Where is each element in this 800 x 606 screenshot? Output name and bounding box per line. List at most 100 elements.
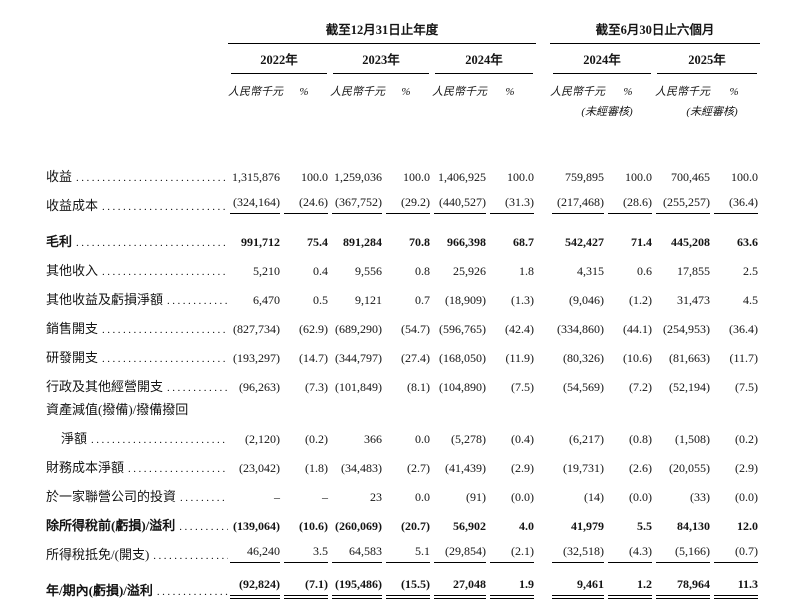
- value: (44.1): [623, 322, 653, 336]
- value: (52,194): [669, 380, 711, 394]
- amount-cell: (18,909): [432, 279, 488, 308]
- amount-cell: (20,055): [654, 447, 712, 476]
- value: (92,824): [239, 577, 280, 591]
- percent-cell: 0.6: [606, 250, 654, 279]
- amount-cell: (324,164): [228, 185, 282, 214]
- value: (7.5): [735, 380, 759, 394]
- value: (29.2): [401, 195, 430, 209]
- value: (7.3): [305, 380, 328, 394]
- table-row: 所得稅抵免/(開支) 46,240 3.5 64,583 5.1 (29,854) (2.1…: [46, 534, 760, 563]
- amount-cell: (81,663): [654, 337, 712, 366]
- amount-cell: 27,048: [432, 563, 488, 599]
- unit-header-row: 人民幣千元 % 人民幣千元 % 人民幣千元 % 人民幣千元 % 人民幣千元 %: [46, 74, 760, 100]
- value: (14.7): [299, 351, 328, 365]
- value: (96,263): [239, 380, 280, 394]
- row-label-cell: 財務成本淨額: [46, 447, 228, 476]
- amount-cell: 6,470: [228, 279, 282, 308]
- percent-label: %: [505, 86, 515, 98]
- percent-cell: (0.0): [712, 476, 760, 505]
- value: (260,069): [335, 519, 382, 533]
- percent-cell: 1.8: [488, 250, 536, 279]
- value: (32,518): [563, 544, 605, 558]
- value: 9,461: [577, 577, 605, 591]
- percent-cell: (0.2): [282, 418, 330, 447]
- group-gap: [536, 447, 550, 476]
- value: (139,064): [233, 519, 280, 533]
- row-label: 所得稅抵免/(開支): [46, 547, 150, 562]
- dot-leader: [98, 201, 228, 213]
- value: (255,257): [663, 195, 711, 209]
- percent-cell: (2.9): [712, 447, 760, 476]
- value: 4,315: [577, 264, 605, 278]
- value: 1.2: [637, 577, 653, 591]
- table-row: 收益 1,315,876 100.0 1,259,036 100.0 1,406,925 1…: [46, 156, 760, 185]
- group-gap: [536, 156, 550, 185]
- value: (14): [584, 490, 605, 504]
- value: 0.5: [313, 293, 328, 307]
- amount-cell: 445,208: [654, 214, 712, 250]
- group-gap: [536, 366, 550, 395]
- value: (6,217): [569, 432, 605, 446]
- value: (33): [690, 490, 711, 504]
- group-gap: [536, 534, 550, 563]
- value: (0.0): [629, 490, 653, 504]
- value: 56,902: [453, 519, 486, 533]
- group-gap: [536, 185, 550, 214]
- row-label-cell: 研發開支: [46, 337, 228, 366]
- percent-cell: 4.5: [712, 279, 760, 308]
- amount-cell: (367,752): [330, 185, 384, 214]
- value: (254,953): [663, 322, 711, 336]
- dot-leader: [153, 586, 228, 598]
- percent-cell: 70.8: [384, 214, 432, 250]
- value: 78,964: [677, 577, 711, 591]
- amount-cell: 4,315: [550, 250, 606, 279]
- value: 0.0: [415, 432, 430, 446]
- row-label: 其他收益及虧損淨額: [46, 292, 164, 307]
- percent-cell: 4.0: [488, 505, 536, 534]
- amount-cell: 991,712: [228, 214, 282, 250]
- unit-label: 人民幣千元: [655, 86, 711, 98]
- amount-cell: 56,902: [432, 505, 488, 534]
- value: –: [274, 490, 280, 504]
- value: 542,427: [565, 235, 605, 249]
- amount-cell: 966,398: [432, 214, 488, 250]
- value: (344,797): [335, 351, 382, 365]
- row-label: 於一家聯營公司的投資: [46, 489, 177, 504]
- percent-cell: (1.8): [282, 447, 330, 476]
- amount-cell: 84,130: [654, 505, 712, 534]
- percent-cell: (31.3): [488, 185, 536, 214]
- amount-cell: (9,046): [550, 279, 606, 308]
- value: 1,406,925: [438, 170, 486, 184]
- row-label-cell: 所得稅抵免/(開支): [46, 534, 228, 563]
- value: (193,297): [233, 351, 280, 365]
- value: 3.5: [313, 544, 328, 558]
- percent-cell: 75.4: [282, 214, 330, 250]
- percent-cell: (2.1): [488, 534, 536, 563]
- percent-cell: 11.3: [712, 563, 760, 599]
- amount-cell: (254,953): [654, 308, 712, 337]
- amount-cell: 64,583: [330, 534, 384, 563]
- amount-cell: (54,569): [550, 366, 606, 395]
- value: 4.0: [519, 519, 535, 533]
- group-gap: [536, 250, 550, 279]
- percent-cell: 5.1: [384, 534, 432, 563]
- value: (11.9): [505, 351, 535, 365]
- unaudited-note: (未經審核): [686, 106, 738, 118]
- amount-cell: (217,468): [550, 185, 606, 214]
- value: 100.0: [625, 170, 653, 184]
- percent-cell: (11.9): [488, 337, 536, 366]
- value: (2.1): [511, 544, 535, 558]
- amount-cell: (91): [432, 476, 488, 505]
- value: (689,290): [335, 322, 382, 336]
- value: (36.4): [729, 322, 759, 336]
- value: (2.7): [407, 461, 430, 475]
- value: (0.7): [735, 544, 759, 558]
- percent-cell: (2.6): [606, 447, 654, 476]
- unit-label: 人民幣千元: [330, 86, 385, 98]
- amount-cell: 9,461: [550, 563, 606, 599]
- amount-cell: (440,527): [432, 185, 488, 214]
- value: 0.4: [313, 264, 328, 278]
- value: (101,849): [335, 380, 382, 394]
- row-label-cell: 其他收益及虧損淨額: [46, 279, 228, 308]
